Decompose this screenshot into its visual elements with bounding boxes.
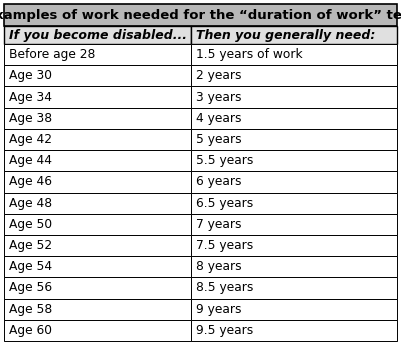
Text: 6.5 years: 6.5 years — [196, 197, 253, 210]
Text: 6 years: 6 years — [196, 175, 241, 188]
Text: Age 34: Age 34 — [9, 90, 52, 104]
Bar — [4, 277, 190, 298]
Text: Then you generally need:: Then you generally need: — [196, 29, 375, 41]
Bar — [190, 298, 397, 320]
Text: Before age 28: Before age 28 — [9, 48, 95, 61]
Text: 8 years: 8 years — [196, 260, 241, 273]
Text: 5.5 years: 5.5 years — [196, 154, 253, 167]
Bar — [4, 26, 190, 44]
Text: Examples of work needed for the “duration of work” test: Examples of work needed for the “duratio… — [0, 9, 401, 21]
Bar — [190, 277, 397, 298]
Bar — [190, 256, 397, 277]
Bar — [4, 256, 190, 277]
Text: Age 42: Age 42 — [9, 133, 52, 146]
Text: 9 years: 9 years — [196, 303, 241, 316]
Text: 7 years: 7 years — [196, 218, 241, 231]
Text: Age 30: Age 30 — [9, 69, 52, 82]
Text: 3 years: 3 years — [196, 90, 241, 104]
Text: 8.5 years: 8.5 years — [196, 282, 253, 295]
Text: 5 years: 5 years — [196, 133, 241, 146]
Bar — [4, 298, 190, 320]
Bar — [4, 108, 190, 129]
Bar — [4, 214, 190, 235]
Text: If you become disabled...: If you become disabled... — [9, 29, 187, 41]
Bar — [4, 193, 190, 214]
Bar — [190, 65, 397, 87]
Bar — [4, 87, 190, 108]
Bar — [190, 320, 397, 341]
Bar — [190, 44, 397, 65]
Bar — [190, 193, 397, 214]
Bar — [4, 171, 190, 193]
Bar — [4, 235, 190, 256]
Text: 4 years: 4 years — [196, 112, 241, 125]
Bar — [190, 26, 397, 44]
Bar — [4, 129, 190, 150]
Bar — [190, 171, 397, 193]
Text: Age 38: Age 38 — [9, 112, 52, 125]
Text: Age 56: Age 56 — [9, 282, 52, 295]
Text: 7.5 years: 7.5 years — [196, 239, 253, 252]
Bar — [190, 87, 397, 108]
Text: Age 54: Age 54 — [9, 260, 52, 273]
Bar — [190, 129, 397, 150]
Text: Age 44: Age 44 — [9, 154, 52, 167]
Text: 9.5 years: 9.5 years — [196, 324, 253, 337]
Text: Age 52: Age 52 — [9, 239, 52, 252]
Bar — [4, 4, 397, 26]
Bar — [190, 214, 397, 235]
Text: 1.5 years of work: 1.5 years of work — [196, 48, 302, 61]
Bar — [190, 150, 397, 171]
Bar — [190, 235, 397, 256]
Bar — [4, 320, 190, 341]
Text: Age 58: Age 58 — [9, 303, 52, 316]
Bar — [4, 150, 190, 171]
Text: Age 60: Age 60 — [9, 324, 52, 337]
Text: Age 46: Age 46 — [9, 175, 52, 188]
Text: Age 50: Age 50 — [9, 218, 52, 231]
Bar — [4, 44, 190, 65]
Bar — [4, 65, 190, 87]
Text: 2 years: 2 years — [196, 69, 241, 82]
Bar — [190, 108, 397, 129]
Text: Age 48: Age 48 — [9, 197, 52, 210]
